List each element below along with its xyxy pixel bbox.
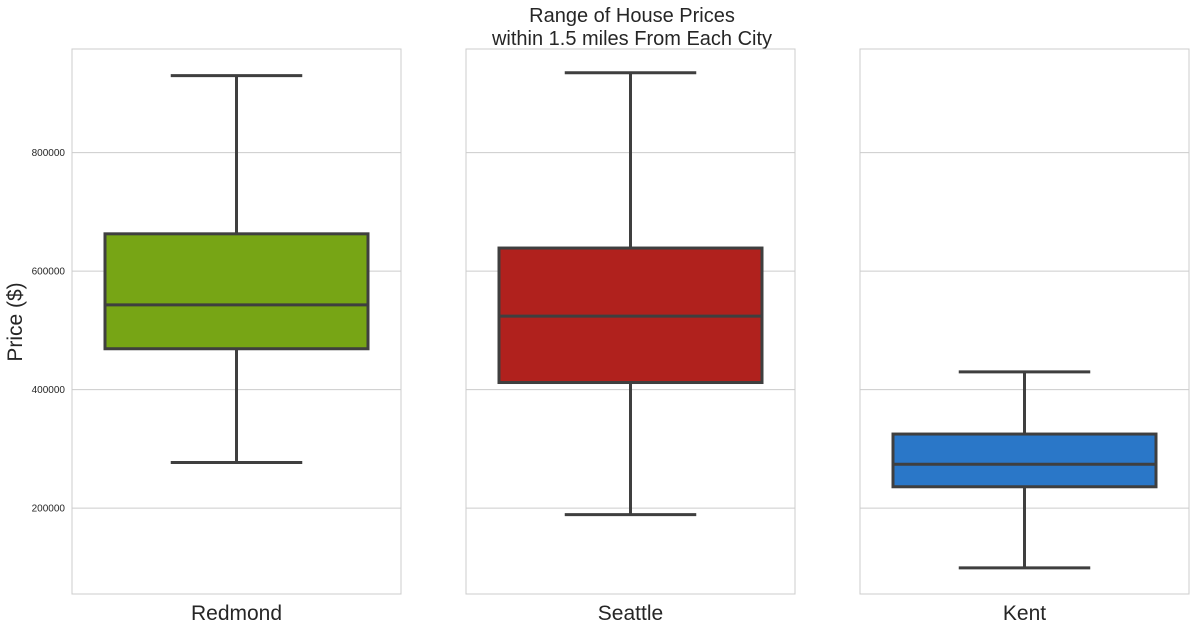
- box-redmond: [103, 232, 370, 351]
- chart-panels: Redmond 200000 400000 600000 800000 Seattle Ke…: [32, 48, 1190, 625]
- y-tick-label-200000: 200000: [32, 504, 66, 515]
- panel-seattle: Seattle: [465, 48, 796, 625]
- panel-kent: Kent: [859, 48, 1190, 625]
- category-label-seattle: Seattle: [598, 602, 663, 625]
- panel-frame: [465, 48, 796, 595]
- chart-title-line-1: Range of House Prices: [529, 5, 735, 27]
- panel-frame: [71, 48, 402, 595]
- chart-title-line-2: within 1.5 miles From Each City: [491, 28, 772, 50]
- y-tick-label-400000: 400000: [32, 385, 66, 396]
- box-kent: [891, 432, 1158, 489]
- y-tick-label-800000: 800000: [32, 148, 66, 159]
- y-axis-label: Price ($): [4, 282, 27, 361]
- panel-redmond: Redmond 200000 400000 600000 800000: [32, 48, 402, 625]
- panel-frame: [859, 48, 1190, 595]
- category-label-kent: Kent: [1003, 602, 1046, 625]
- category-label-redmond: Redmond: [191, 602, 282, 625]
- y-tick-label-600000: 600000: [32, 267, 66, 278]
